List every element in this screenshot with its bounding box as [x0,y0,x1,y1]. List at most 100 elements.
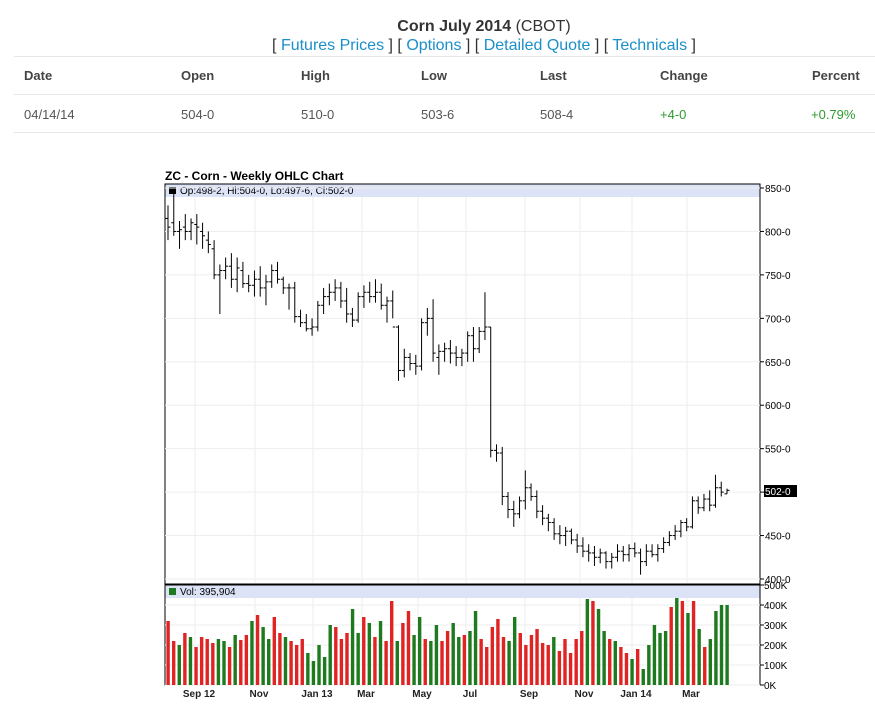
volume-bar [457,637,461,685]
volume-bar [345,633,349,685]
price-tick-label: 650-0 [765,358,791,369]
volume-bar [205,639,209,685]
volume-bar [233,635,237,685]
exchange-name: (CBOT) [515,18,571,35]
volume-tick-label: 200K [764,641,788,652]
ohlc-bar [188,218,194,241]
ohlc-bar [712,474,718,508]
volume-bar [250,621,254,685]
col-date: Date [24,68,53,83]
volume-bar [183,633,187,685]
volume-bar [669,607,673,685]
volume-bar [512,617,517,685]
nav-options[interactable]: Options [406,37,462,54]
volume-bar [546,645,550,685]
price-tick-label: 850-0 [765,184,791,195]
volume-bar [440,641,444,685]
ohlc-bar [591,545,597,566]
ohlc-bar [372,279,378,303]
volume-bar [283,637,288,685]
ohlc-bar [309,318,315,336]
ohlc-bar [396,325,402,381]
ohlc-bar [580,537,586,558]
ohlc-bar [707,490,713,512]
volume-axis: 500K 400K 300K 200K 100K 0K [760,581,788,692]
ohlc-bar [447,340,453,364]
volume-bar [624,653,629,685]
ohlc-bar [407,353,413,371]
ohlc-bar [303,313,309,332]
nav-technicals[interactable]: Technicals [612,37,688,54]
info-square-icon [169,187,176,194]
ohlc-bar [678,519,684,538]
price-tick-label: 700-0 [765,314,791,325]
ohlc-bar [321,287,327,314]
cell-last: 508-4 [540,107,574,122]
volume-bar [719,605,724,685]
ohlc-bar [568,528,574,545]
volume-bar [714,611,718,685]
chart-title: ZC - Corn - Weekly OHLC Chart [165,169,343,183]
x-tick-label: Sep [520,689,538,700]
info-label: Op:498-2, Hi:504-0, Lo:497-6, Cl:502-0 [180,186,354,197]
volume-bar [568,653,573,685]
cell-date: 04/14/14 [24,107,75,122]
ohlc-bar [205,231,211,254]
volume-bar [423,639,427,685]
volume-bar [529,635,534,685]
nav-detailed-quote[interactable]: Detailed Quote [483,37,591,54]
volume-bar [641,669,645,685]
ohlc-bar [534,490,540,519]
ohlc-bar [563,526,569,546]
ohlc-bar [246,274,252,293]
ohlc-bar [482,292,488,341]
ohlc-bar [182,214,188,241]
volume-tick-label: 400K [764,601,788,612]
x-tick-label: May [412,689,432,700]
price-panel [164,183,761,585]
volume-bar [239,640,243,685]
volume-bar [479,639,483,685]
ohlc-bar [361,285,367,308]
ohlc-bar [655,544,661,562]
volume-bar [255,615,260,685]
ohlc-bar [274,261,280,284]
volume-bar [417,617,422,685]
ohlc-bar [436,344,442,375]
volume-bar [647,645,651,685]
volume-bar [373,637,377,685]
volume-tick-label: 0K [764,681,777,692]
volume-bar [591,601,595,685]
volume-bar [468,631,472,685]
ohlc-bar [493,444,499,462]
volume-bar [188,637,193,685]
volume-tick-label: 100K [764,661,788,672]
ohlc-bar [240,261,246,288]
ohlc-bar [298,309,304,328]
price-tick-label: 600-0 [765,401,791,412]
ohlc-bar [689,496,695,529]
ohlc-bar [223,257,229,280]
volume-square-icon [169,588,176,595]
x-tick-label: Sep 12 [183,689,216,700]
volume-bar [306,653,310,685]
volume-tick-label: 500K [764,581,788,592]
quote-header-row: Date Open High Low Last Change Percent [14,57,875,95]
ohlc-bar [355,292,361,323]
price-tick-label: 400-0 [765,575,791,586]
x-tick-label: Jul [463,689,478,700]
nav-futures-prices[interactable]: Futures Prices [280,37,385,54]
cell-percent: +0.79% [811,107,856,122]
volume-bar [535,629,539,685]
volume-bar [619,647,623,685]
volume-bar [328,625,332,685]
ohlc-bar [724,488,730,495]
x-tick-label: Mar [682,689,700,700]
ohlc-bar [280,276,286,295]
col-change: Change [660,68,708,83]
ohlc-bar [643,544,649,566]
ohlc-bar [522,470,528,510]
volume-bar [596,609,601,685]
volume-info-bar [165,585,760,598]
